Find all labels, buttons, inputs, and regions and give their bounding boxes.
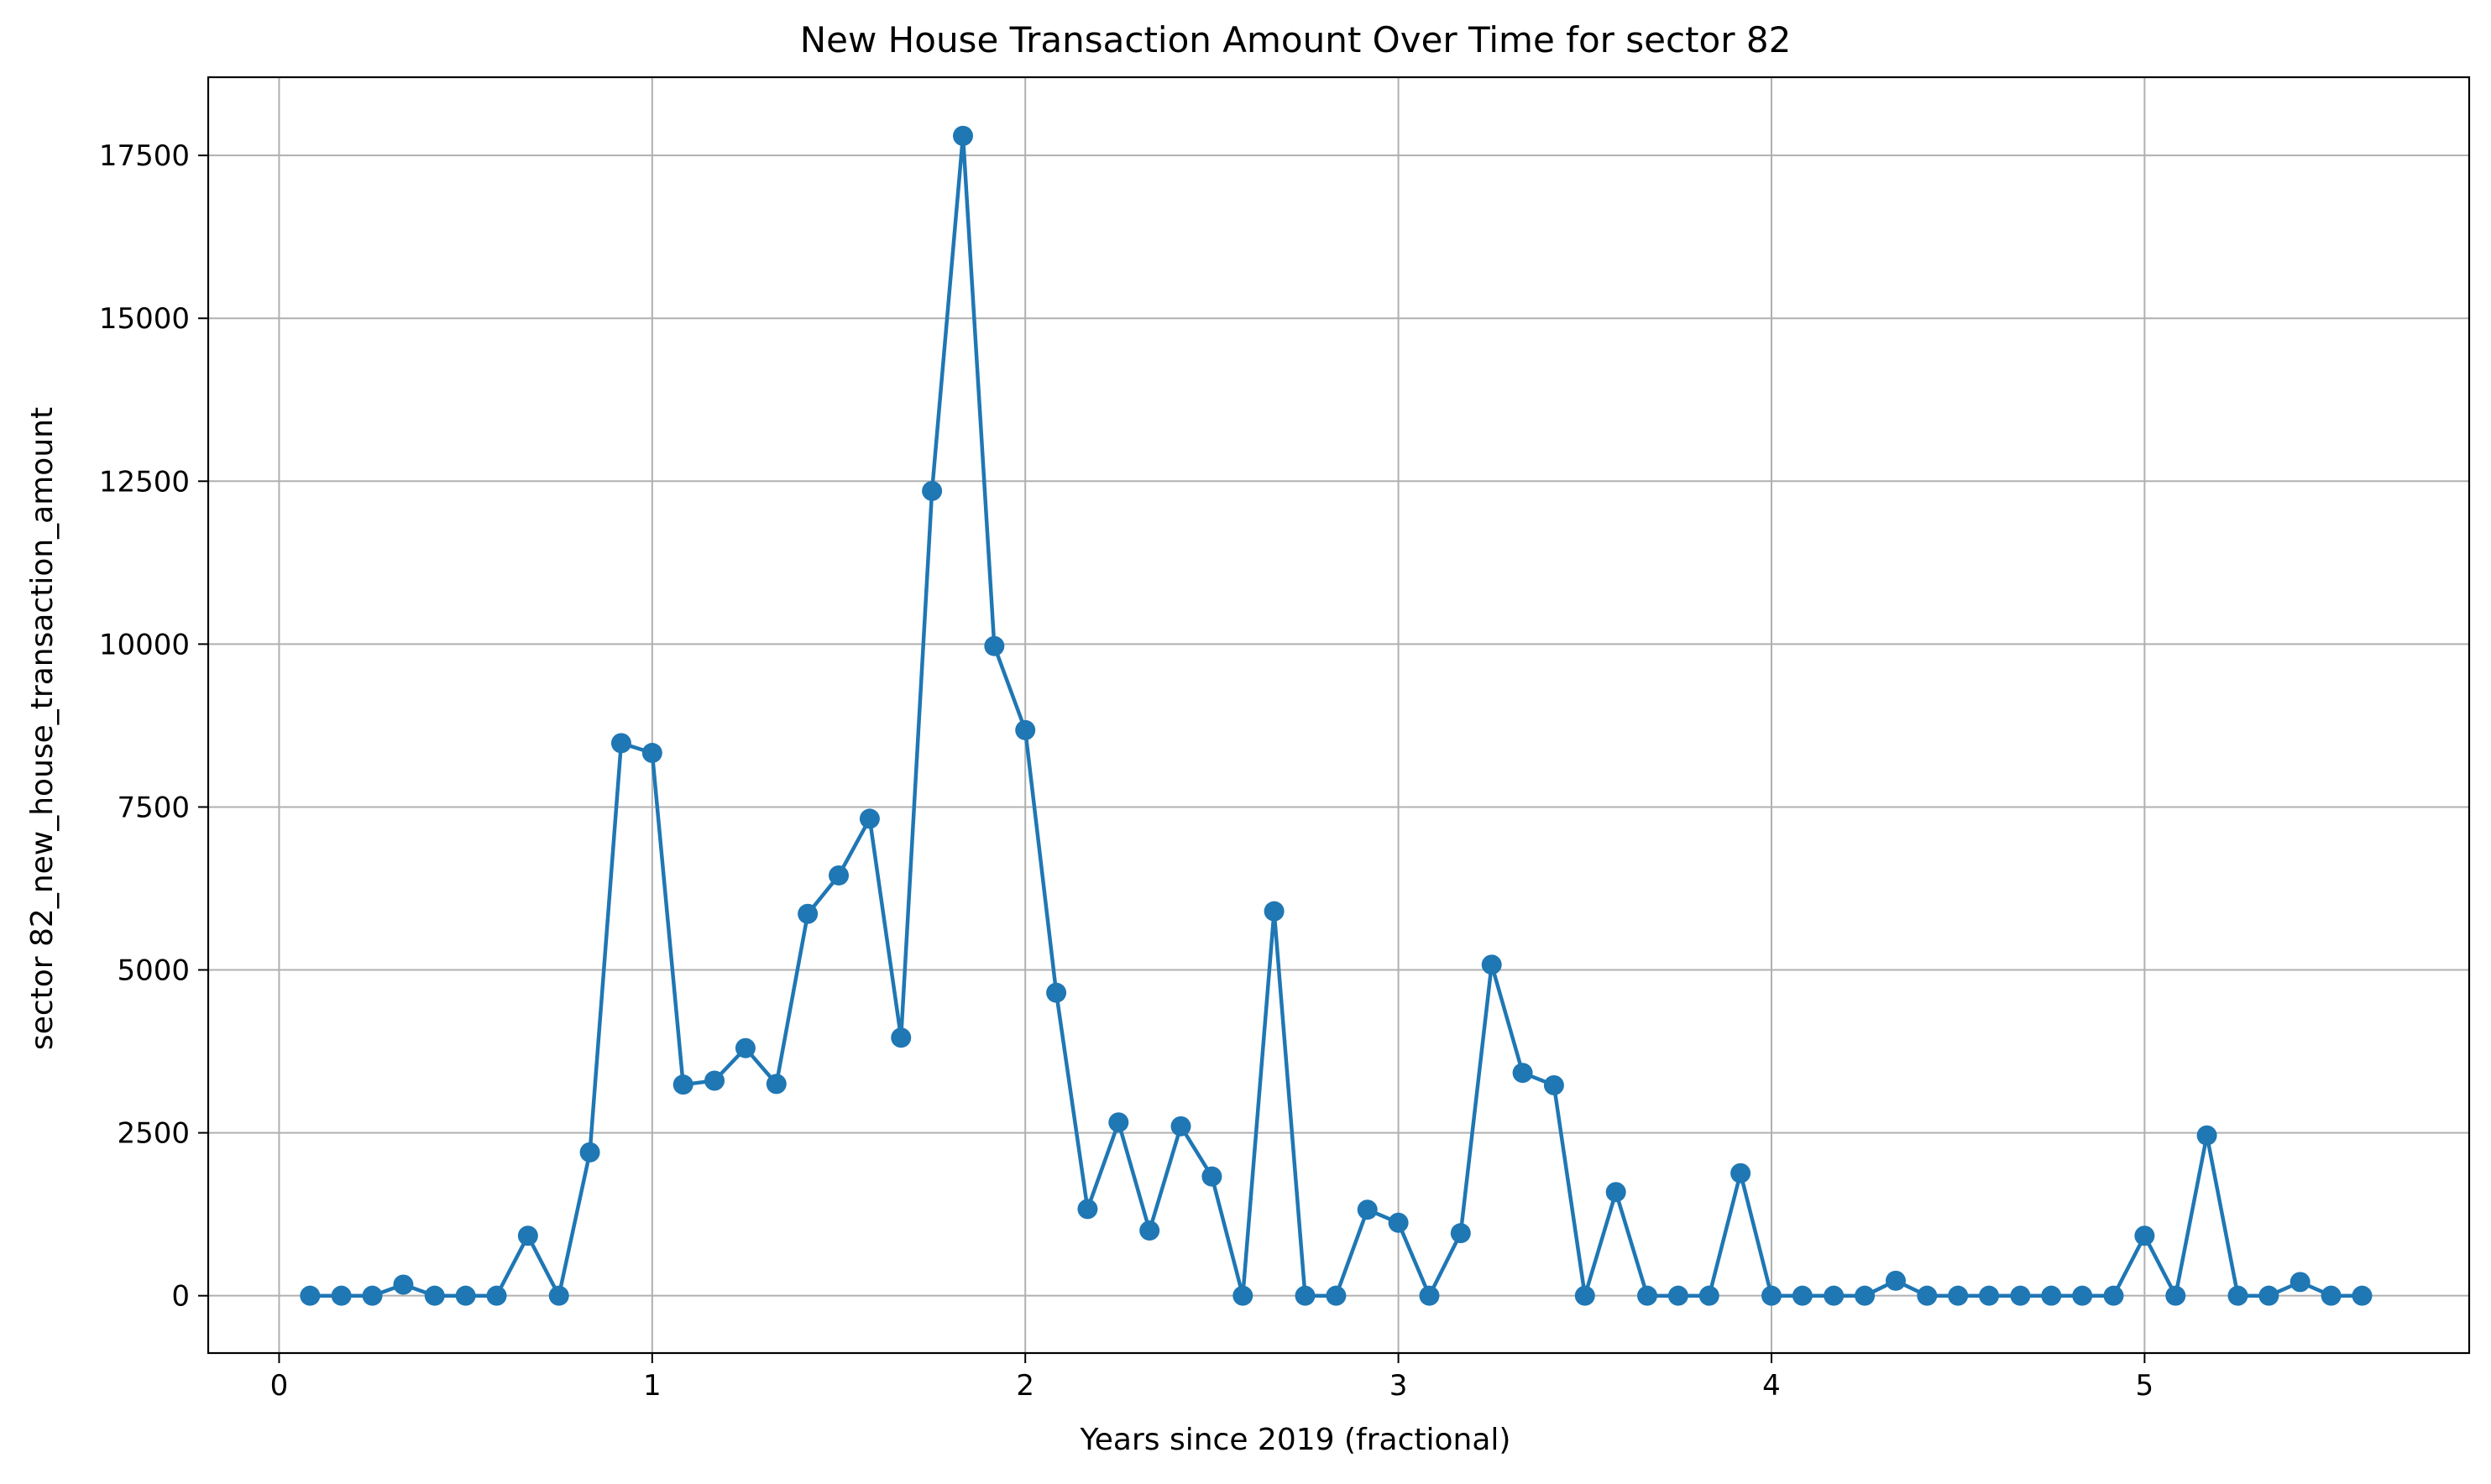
data-point: [704, 1070, 725, 1091]
y-tick-label: 17500: [99, 139, 190, 173]
grid: [208, 77, 2469, 1353]
data-point: [455, 1285, 476, 1306]
y-tick-label: 12500: [99, 465, 190, 499]
data-point: [1917, 1285, 1938, 1306]
data-point: [1512, 1063, 1533, 1084]
data-point: [2010, 1285, 2031, 1306]
data-point: [1170, 1116, 1191, 1137]
data-point: [1201, 1166, 1222, 1187]
data-point: [1543, 1074, 1564, 1095]
data-point: [1730, 1163, 1751, 1184]
y-tick-label: 5000: [117, 954, 190, 988]
data-point: [1264, 901, 1285, 922]
data-point: [1885, 1270, 1906, 1291]
data-point: [2103, 1285, 2124, 1306]
series-layer: [300, 125, 2373, 1306]
data-point: [2041, 1285, 2062, 1306]
data-point: [829, 865, 850, 886]
x-tick-label: 0: [270, 1369, 289, 1403]
data-point: [1824, 1285, 1845, 1306]
data-point: [1357, 1199, 1378, 1220]
y-tick-label: 15000: [99, 302, 190, 336]
data-point: [952, 125, 973, 146]
data-point: [859, 808, 880, 829]
x-tick-label: 3: [1389, 1369, 1408, 1403]
data-point: [1574, 1285, 1595, 1306]
y-tick-label: 7500: [117, 791, 190, 824]
data-point: [2072, 1285, 2093, 1306]
data-point: [798, 903, 819, 924]
data-point: [300, 1285, 321, 1306]
data-point: [1108, 1112, 1129, 1133]
data-point: [1855, 1285, 1876, 1306]
data-point: [2321, 1285, 2342, 1306]
plot-frame: [207, 76, 2471, 1355]
data-point: [1605, 1182, 1626, 1203]
data-point: [735, 1037, 756, 1058]
data-point: [1077, 1199, 1098, 1220]
data-point: [641, 743, 662, 764]
data-point: [1667, 1285, 1688, 1306]
data-point: [1698, 1285, 1719, 1306]
data-point: [548, 1285, 569, 1306]
data-point: [331, 1285, 352, 1306]
data-point: [922, 480, 943, 501]
x-tick-label: 4: [1762, 1369, 1781, 1403]
data-point: [2134, 1225, 2155, 1246]
data-point: [517, 1225, 538, 1246]
data-point: [1139, 1220, 1160, 1241]
x-axis-label: Years since 2019 (fractional): [1080, 1423, 1511, 1457]
data-point: [610, 733, 631, 754]
data-point: [1295, 1285, 1316, 1306]
data-point: [393, 1274, 414, 1295]
data-point: [486, 1285, 507, 1306]
data-point: [984, 635, 1005, 656]
data-point: [1481, 954, 1502, 975]
data-point: [1388, 1212, 1409, 1233]
x-tick-label: 1: [643, 1369, 662, 1403]
data-point: [362, 1285, 383, 1306]
x-tick-label: 5: [2136, 1369, 2154, 1403]
x-tick-label: 2: [1016, 1369, 1034, 1403]
data-point: [2290, 1272, 2310, 1293]
y-tick-label: 0: [171, 1280, 190, 1314]
data-point: [2352, 1285, 2373, 1306]
data-point: [672, 1074, 693, 1095]
data-point: [1979, 1285, 2000, 1306]
data-point: [2227, 1285, 2248, 1306]
data-point: [1792, 1285, 1813, 1306]
data-point: [891, 1027, 912, 1048]
data-point: [1232, 1285, 1253, 1306]
data-point: [579, 1142, 600, 1163]
chart-title: New House Transaction Amount Over Time f…: [800, 19, 1792, 60]
data-point: [1046, 982, 1067, 1003]
data-point: [1948, 1285, 1969, 1306]
data-point: [1637, 1285, 1658, 1306]
y-tick-label: 10000: [99, 628, 190, 661]
y-axis-label: sector 82_new_house_transaction_amount: [25, 407, 60, 1050]
data-point: [766, 1074, 787, 1095]
data-point: [2165, 1285, 2186, 1306]
series-line: [310, 133, 2363, 1298]
data-point: [1761, 1285, 1782, 1306]
data-point: [1326, 1285, 1347, 1306]
data-point: [424, 1285, 445, 1306]
axis-ticks: 0 1 2 3 4 5 0 2500 5000 7500 10000 12500 15000 17500: [99, 139, 2153, 1403]
data-point: [2258, 1285, 2279, 1306]
data-point: [2196, 1125, 2217, 1146]
data-point: [1015, 719, 1036, 740]
data-point: [1419, 1285, 1440, 1306]
data-point: [1450, 1223, 1471, 1244]
y-tick-label: 2500: [117, 1117, 190, 1151]
